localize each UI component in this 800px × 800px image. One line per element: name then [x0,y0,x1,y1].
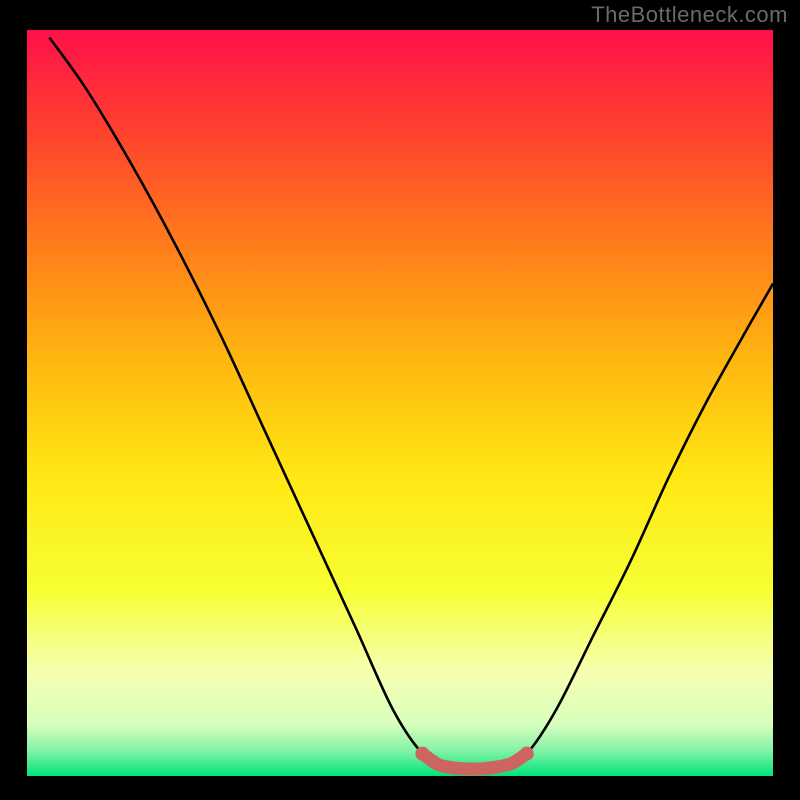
chart-container: TheBottleneck.com [0,0,800,800]
valley-marker-start [415,747,429,761]
plot-background [27,30,773,776]
bottleneck-curve-chart [0,0,800,800]
valley-marker-end [520,747,534,761]
watermark-text: TheBottleneck.com [591,2,788,28]
